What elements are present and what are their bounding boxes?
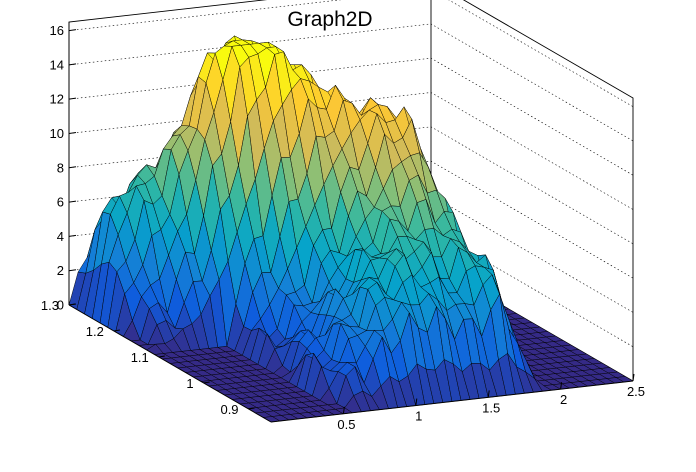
- z-tick-mark: [68, 63, 77, 66]
- y-tick-mark: [203, 381, 210, 384]
- x-tick-label: 2.5: [627, 384, 645, 399]
- x-tick-label: 1.5: [482, 400, 500, 415]
- x-tick-label: 0.5: [337, 417, 355, 432]
- z-tick-label: 14: [50, 57, 64, 72]
- axis-ticks: 0 2 4 6 8 10 12 14 16 0.5 1 1.5 2 2.5 0.9 1 1.1 1.2 1.3: [41, 23, 645, 432]
- y-tick-label: 1.3: [41, 298, 59, 313]
- y-axis-line: [68, 304, 272, 423]
- z-gridline: [68, 23, 634, 142]
- x-tick-mark: [342, 406, 345, 414]
- y-tick-label: 1: [186, 376, 193, 391]
- front-frame: [68, 22, 634, 423]
- z-tick-label: 12: [50, 92, 64, 107]
- x-tick-label: 1: [415, 409, 422, 424]
- y-tick-mark: [158, 355, 165, 358]
- z-tick-mark: [68, 131, 77, 134]
- z-tick-label: 0: [57, 298, 64, 313]
- z-tick-label: 16: [50, 23, 64, 38]
- surface-mesh: [68, 35, 634, 423]
- z-tick-mark: [68, 234, 77, 237]
- back-wall-right-edge: [462, 0, 634, 381]
- y-tick-label: 0.9: [220, 402, 238, 417]
- x-tick-mark: [415, 398, 418, 406]
- y-tick-mark: [68, 303, 76, 306]
- z-tick-label: 6: [57, 195, 64, 210]
- z-tick-label: 4: [57, 229, 64, 244]
- y-tick-mark: [113, 329, 120, 332]
- x-tick-mark: [632, 373, 635, 382]
- x-tick-mark: [487, 390, 490, 398]
- z-gridline: [68, 57, 634, 176]
- y-tick-mark: [248, 407, 255, 410]
- z-tick-label: 2: [57, 263, 64, 278]
- z-tick-mark: [68, 200, 77, 203]
- z-tick-label: 8: [57, 160, 64, 175]
- x-tick-label: 2: [560, 392, 567, 407]
- y-tick-label: 1.2: [86, 324, 104, 339]
- z-tick-mark: [68, 269, 77, 272]
- z-tick-mark: [68, 97, 77, 100]
- chart-title: Graph2D: [287, 8, 372, 31]
- z-tick-mark: [68, 29, 77, 32]
- z-gridline: [68, 0, 634, 107]
- x-axis-line: [270, 380, 634, 423]
- y-tick-label: 1.1: [131, 350, 149, 365]
- x-tick-mark: [560, 382, 563, 390]
- z-tick-mark: [68, 166, 77, 169]
- z-tick-label: 10: [50, 126, 64, 141]
